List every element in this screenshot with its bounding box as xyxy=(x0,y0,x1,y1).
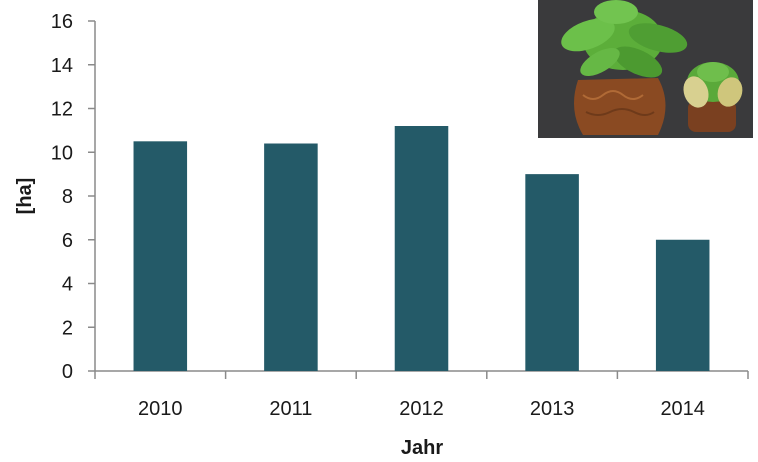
y-tick-label: 14 xyxy=(51,55,73,77)
x-tick-label: 2013 xyxy=(530,398,575,420)
x-tick-label: 2010 xyxy=(138,398,183,420)
y-tick-label: 0 xyxy=(62,361,73,383)
x-tick-label: 2012 xyxy=(399,398,444,420)
y-tick-label: 8 xyxy=(62,186,73,208)
y-tick-label: 2 xyxy=(62,317,73,339)
y-tick-label: 4 xyxy=(62,274,73,296)
x-axis-title: Jahr xyxy=(401,437,443,459)
bar-2012 xyxy=(394,126,449,371)
y-axis: 0 2 4 6 8 10 12 14 16 xyxy=(51,11,96,383)
x-axis: 2010 2011 2012 2013 2014 xyxy=(94,370,749,420)
y-tick-label: 6 xyxy=(62,230,73,252)
x-tick-label: 2011 xyxy=(269,398,312,420)
bar-2010 xyxy=(133,141,188,371)
bar-2013 xyxy=(525,174,579,371)
lettuce-plants-photo xyxy=(538,0,753,138)
bar-2014 xyxy=(655,239,710,371)
y-tick-label: 10 xyxy=(51,142,73,164)
y-axis-title: [ha] xyxy=(14,178,36,215)
x-tick-label: 2014 xyxy=(660,398,705,420)
bar-2011 xyxy=(264,143,318,371)
bars xyxy=(133,126,710,371)
y-tick-label: 12 xyxy=(51,99,73,121)
y-tick-label: 16 xyxy=(51,11,73,33)
